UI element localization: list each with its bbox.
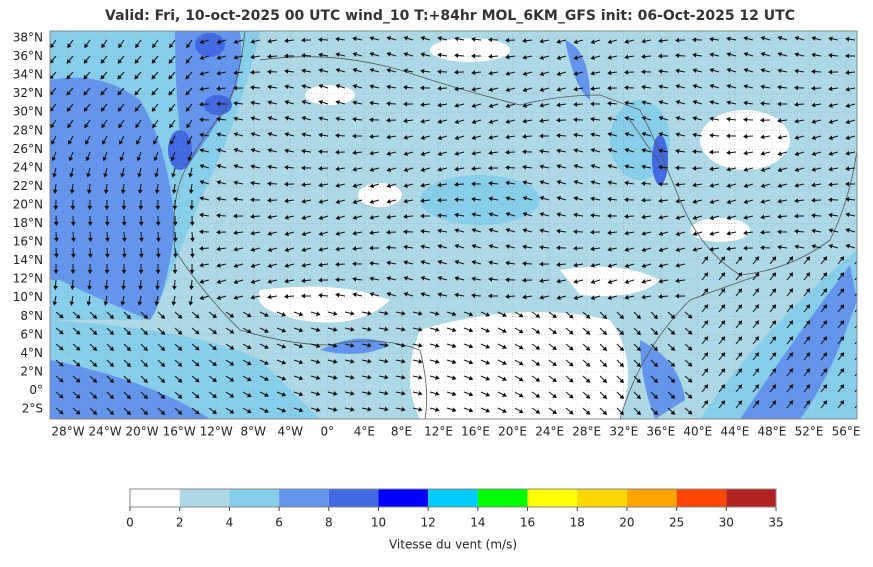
lat-label: 24°N	[13, 160, 43, 174]
colorbar-tick-label: 2	[176, 516, 184, 530]
colorbar-tick-label: 16	[520, 516, 535, 530]
lon-label: 16°E	[461, 425, 490, 439]
wind-head	[858, 369, 861, 372]
lat-label: 22°N	[13, 179, 43, 193]
colorbar-tick-label: 6	[275, 516, 283, 530]
lon-label: 44°E	[720, 425, 749, 439]
lon-label: 32°E	[609, 425, 638, 439]
lon-label: 8°E	[391, 425, 412, 439]
lon-label: 56°E	[832, 425, 861, 439]
colorbar: 0 2 4 6 8 10 12 14 16 18 20 25 30 35	[126, 489, 783, 530]
colorbar-segment	[627, 489, 677, 507]
colorbar-tick-label: 18	[570, 516, 585, 530]
lon-label: 12°E	[424, 425, 453, 439]
colorbar-tick-label: 14	[470, 516, 485, 530]
colorbar-segment	[528, 489, 578, 507]
wind-head	[858, 305, 861, 308]
lon-label: 12°W	[200, 425, 233, 439]
lat-label: 32°N	[13, 86, 43, 100]
lon-label: 24°E	[535, 425, 564, 439]
lon-label: 8°W	[241, 425, 267, 439]
lat-label: 6°N	[20, 327, 43, 341]
lon-label: 4°E	[354, 425, 375, 439]
lat-label: 20°N	[13, 197, 43, 211]
map	[50, 31, 861, 419]
colorbar-segment	[180, 489, 230, 507]
lat-label: 8°N	[20, 309, 43, 323]
colorbar-segment	[378, 489, 428, 507]
lon-label: 20°E	[498, 425, 527, 439]
wind-head	[858, 401, 861, 404]
lat-label: 34°N	[13, 68, 43, 82]
colorbar-tick-label: 4	[226, 516, 234, 530]
colorbar-segment	[577, 489, 627, 507]
colorbar-tick-label: 10	[371, 516, 386, 530]
wind-head	[858, 321, 861, 324]
wind-head	[858, 289, 861, 292]
lat-label: 38°N	[13, 31, 43, 45]
colorbar-segment	[130, 489, 180, 507]
colorbar-label: Vitesse du vent (m/s)	[389, 538, 517, 552]
lat-label: 12°N	[13, 272, 43, 286]
colorbar-tick-label: 20	[619, 516, 634, 530]
colorbar-tick-label: 25	[669, 516, 684, 530]
wind-head	[858, 257, 861, 260]
lat-labels: 38°N 36°N 34°N 32°N 30°N 28°N 26°N 24°N 22°N 20°N…	[13, 31, 43, 416]
colorbar-segment	[677, 489, 727, 507]
lon-label: 16°W	[163, 425, 196, 439]
lat-label: 2°S	[22, 402, 43, 416]
lat-label: 2°N	[20, 364, 43, 378]
lon-label: 4°W	[278, 425, 304, 439]
lon-label: 40°E	[683, 425, 712, 439]
lat-label: 0°	[29, 383, 43, 397]
wind-head	[858, 353, 861, 356]
lat-label: 10°N	[13, 290, 43, 304]
lat-label: 36°N	[13, 49, 43, 63]
colorbar-tick-label: 12	[421, 516, 436, 530]
lat-label: 16°N	[13, 235, 43, 249]
lat-label: 26°N	[13, 142, 43, 156]
colorbar-tick-label: 35	[768, 516, 783, 530]
colorbar-tick-label: 0	[126, 516, 134, 530]
colorbar-segment	[279, 489, 329, 507]
colorbar-segment	[229, 489, 279, 507]
colorbar-tick-label: 30	[719, 516, 734, 530]
wind-head	[858, 337, 861, 340]
lon-label: 0°	[321, 425, 335, 439]
lon-label: 28°E	[572, 425, 601, 439]
lat-label: 28°N	[13, 123, 43, 137]
wind-head	[858, 273, 861, 276]
colorbar-segment	[726, 489, 776, 507]
lon-label: 20°W	[126, 425, 159, 439]
colorbar-tick-label: 8	[325, 516, 333, 530]
lat-label: 18°N	[13, 216, 43, 230]
lon-label: 24°W	[88, 425, 121, 439]
colorbar-segment	[478, 489, 528, 507]
colorbar-segment	[329, 489, 379, 507]
lon-label: 52°E	[795, 425, 824, 439]
lon-label: 28°W	[51, 425, 84, 439]
lon-labels: 28°W 24°W 20°W 16°W 12°W 8°W 4°W 0° 4°E 8°E 12°E 16…	[51, 425, 860, 439]
lon-label: 36°E	[646, 425, 675, 439]
lat-label: 14°N	[13, 253, 43, 267]
lat-label: 30°N	[13, 105, 43, 119]
colorbar-segment	[428, 489, 478, 507]
lon-label: 48°E	[758, 425, 787, 439]
wind-head	[858, 385, 861, 388]
lat-label: 4°N	[20, 346, 43, 360]
title: Valid: Fri, 10-oct-2025 00 UTC wind_10 T…	[105, 8, 795, 24]
